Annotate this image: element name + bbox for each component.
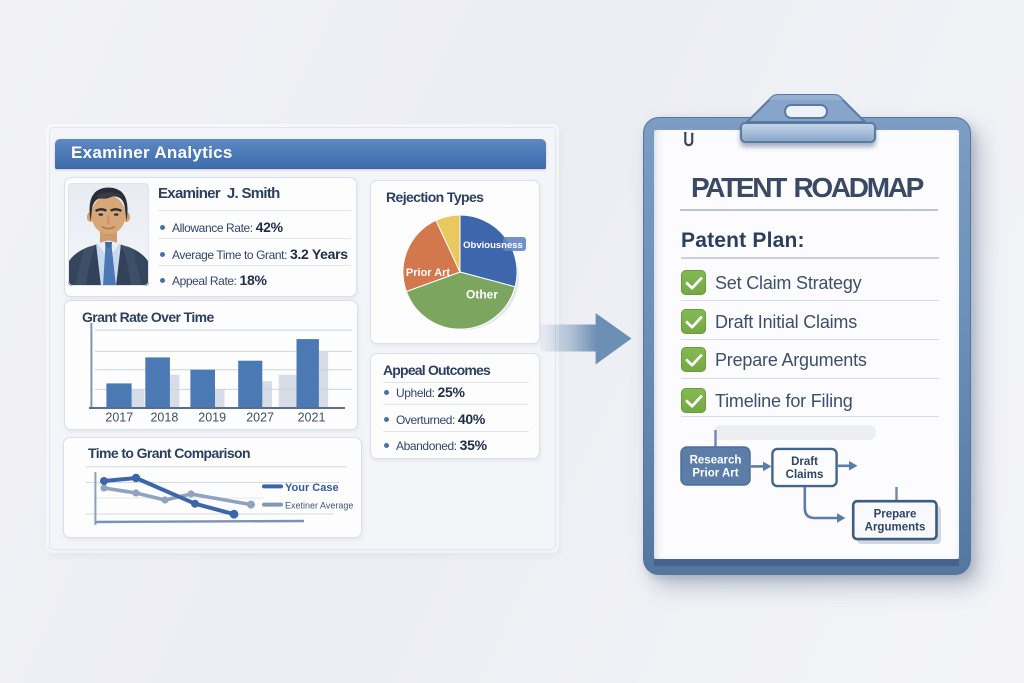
svg-text:Obviousness: Obviousness: [463, 240, 523, 251]
svg-text:Research: Research: [690, 455, 742, 467]
svg-text:Prepare: Prepare: [874, 509, 917, 521]
svg-text:Claims: Claims: [786, 469, 824, 481]
svg-text:Prior Art: Prior Art: [406, 267, 451, 279]
svg-text:2017: 2017: [105, 411, 133, 425]
svg-text:Exetiner Average: Exetiner Average: [285, 501, 353, 511]
svg-text:2021: 2021: [298, 411, 326, 425]
svg-text:Your Case: Your Case: [285, 482, 339, 494]
svg-text:2027: 2027: [246, 411, 274, 425]
svg-text:2019: 2019: [198, 411, 226, 425]
svg-text:Prior Art: Prior Art: [692, 468, 738, 480]
svg-text:2018: 2018: [150, 411, 178, 425]
svg-text:Other: Other: [466, 288, 498, 302]
svg-text:Arguments: Arguments: [865, 522, 926, 534]
svg-text:Draft: Draft: [791, 456, 818, 468]
